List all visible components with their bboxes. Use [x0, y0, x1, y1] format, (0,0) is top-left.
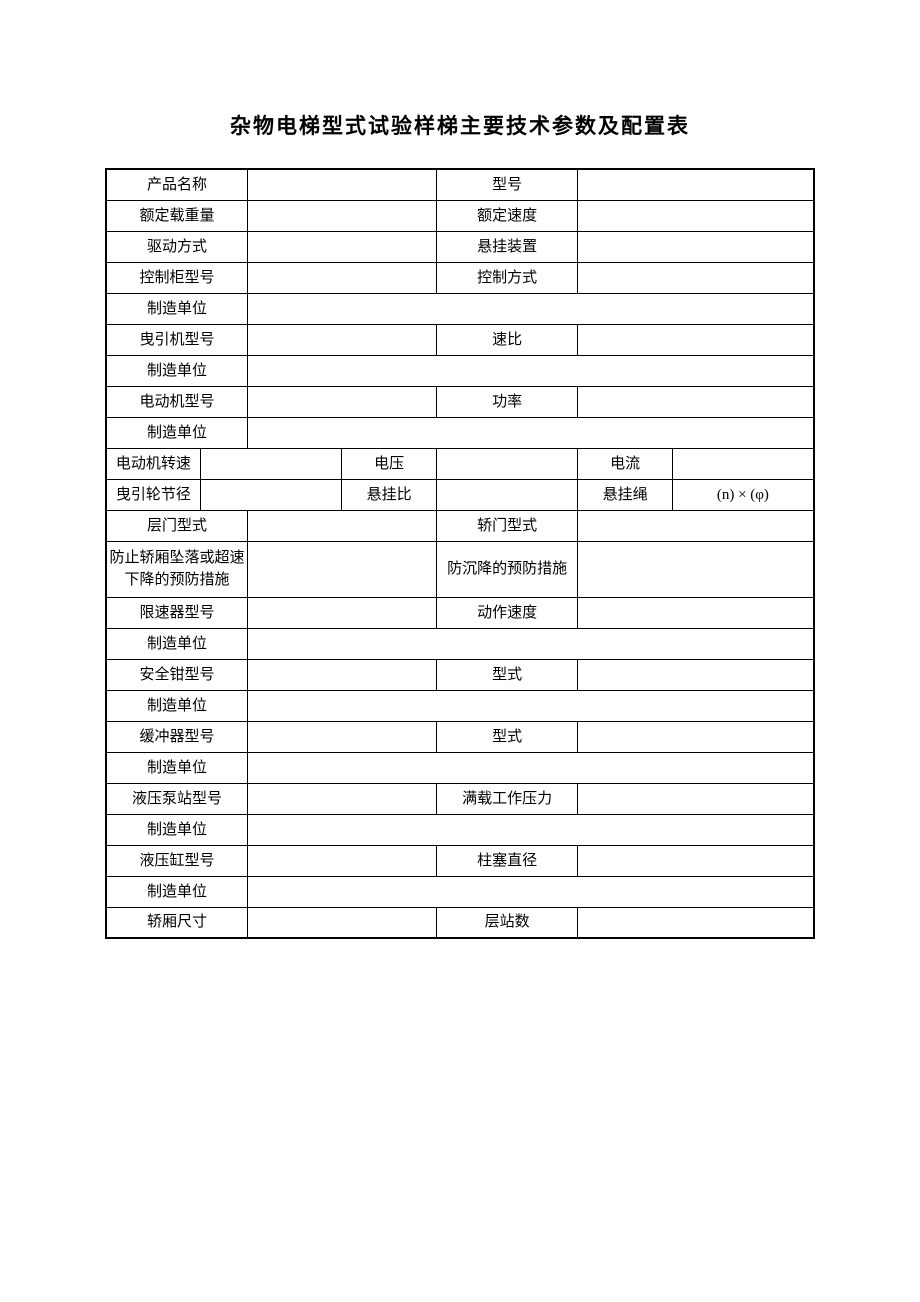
label-floors-stops: 层站数 — [436, 907, 578, 938]
label-manufacturer-7: 制造单位 — [106, 814, 248, 845]
label-control-cabinet-model: 控制柜型号 — [106, 262, 248, 293]
label-buffer-model: 缓冲器型号 — [106, 721, 248, 752]
label-suspension-ratio: 悬挂比 — [342, 479, 436, 510]
value-manufacturer-1 — [248, 293, 814, 324]
label-voltage: 电压 — [342, 448, 436, 479]
value-voltage — [436, 448, 578, 479]
value-manufacturer-6 — [248, 752, 814, 783]
label-manufacturer-4: 制造单位 — [106, 628, 248, 659]
value-car-door-type — [578, 510, 814, 541]
label-motor-model: 电动机型号 — [106, 386, 248, 417]
label-buffer-type: 型式 — [436, 721, 578, 752]
value-model — [578, 169, 814, 200]
value-safety-gear-model — [248, 659, 437, 690]
value-suspension-ratio — [436, 479, 578, 510]
label-manufacturer-6: 制造单位 — [106, 752, 248, 783]
label-manufacturer-2: 制造单位 — [106, 355, 248, 386]
value-sheave-diameter — [200, 479, 342, 510]
value-manufacturer-5 — [248, 690, 814, 721]
label-full-load-pressure: 满载工作压力 — [436, 783, 578, 814]
value-motor-model — [248, 386, 437, 417]
value-traction-model — [248, 324, 437, 355]
label-rated-load: 额定载重量 — [106, 200, 248, 231]
value-car-size — [248, 907, 437, 938]
label-safety-gear-type: 型式 — [436, 659, 578, 690]
value-control-cabinet-model — [248, 262, 437, 293]
value-manufacturer-3 — [248, 417, 814, 448]
label-sinking-prevention: 防沉降的预防措施 — [436, 541, 578, 597]
label-landing-door-type: 层门型式 — [106, 510, 248, 541]
value-speed-ratio — [578, 324, 814, 355]
value-sinking-prevention — [578, 541, 814, 597]
label-manufacturer-8: 制造单位 — [106, 876, 248, 907]
value-motor-speed — [200, 448, 342, 479]
label-car-size: 轿厢尺寸 — [106, 907, 248, 938]
value-manufacturer-2 — [248, 355, 814, 386]
value-suspension-device — [578, 231, 814, 262]
value-current — [672, 448, 814, 479]
label-manufacturer-1: 制造单位 — [106, 293, 248, 324]
parameter-table: 产品名称 型号 额定载重量 额定速度 驱动方式 悬挂装置 控制柜型号 控制方式 … — [105, 168, 815, 939]
value-rated-speed — [578, 200, 814, 231]
label-drive-mode: 驱动方式 — [106, 231, 248, 262]
label-current: 电流 — [578, 448, 672, 479]
label-control-mode: 控制方式 — [436, 262, 578, 293]
label-suspension-rope: 悬挂绳 — [578, 479, 672, 510]
value-full-load-pressure — [578, 783, 814, 814]
value-manufacturer-4 — [248, 628, 814, 659]
label-governor-model: 限速器型号 — [106, 597, 248, 628]
label-power: 功率 — [436, 386, 578, 417]
label-car-door-type: 轿门型式 — [436, 510, 578, 541]
value-power — [578, 386, 814, 417]
value-rated-load — [248, 200, 437, 231]
label-hyd-cylinder-model: 液压缸型号 — [106, 845, 248, 876]
page-title: 杂物电梯型式试验样梯主要技术参数及配置表 — [105, 110, 815, 140]
value-manufacturer-7 — [248, 814, 814, 845]
label-plunger-diameter: 柱塞直径 — [436, 845, 578, 876]
value-manufacturer-8 — [248, 876, 814, 907]
label-motor-speed: 电动机转速 — [106, 448, 200, 479]
value-floors-stops — [578, 907, 814, 938]
value-product-name — [248, 169, 437, 200]
value-fall-prevention — [248, 541, 437, 597]
value-rope-spec: (n) × (φ) — [672, 479, 814, 510]
value-buffer-type — [578, 721, 814, 752]
label-hyd-pump-model: 液压泵站型号 — [106, 783, 248, 814]
label-traction-model: 曳引机型号 — [106, 324, 248, 355]
label-rated-speed: 额定速度 — [436, 200, 578, 231]
label-model: 型号 — [436, 169, 578, 200]
value-control-mode — [578, 262, 814, 293]
value-governor-model — [248, 597, 437, 628]
label-safety-gear-model: 安全钳型号 — [106, 659, 248, 690]
label-product-name: 产品名称 — [106, 169, 248, 200]
value-tripping-speed — [578, 597, 814, 628]
value-safety-gear-type — [578, 659, 814, 690]
value-plunger-diameter — [578, 845, 814, 876]
label-manufacturer-3: 制造单位 — [106, 417, 248, 448]
value-hyd-cylinder-model — [248, 845, 437, 876]
label-suspension-device: 悬挂装置 — [436, 231, 578, 262]
value-buffer-model — [248, 721, 437, 752]
value-drive-mode — [248, 231, 437, 262]
label-sheave-diameter: 曳引轮节径 — [106, 479, 200, 510]
value-landing-door-type — [248, 510, 437, 541]
value-hyd-pump-model — [248, 783, 437, 814]
label-tripping-speed: 动作速度 — [436, 597, 578, 628]
label-speed-ratio: 速比 — [436, 324, 578, 355]
label-fall-prevention: 防止轿厢坠落或超速下降的预防措施 — [106, 541, 248, 597]
label-manufacturer-5: 制造单位 — [106, 690, 248, 721]
